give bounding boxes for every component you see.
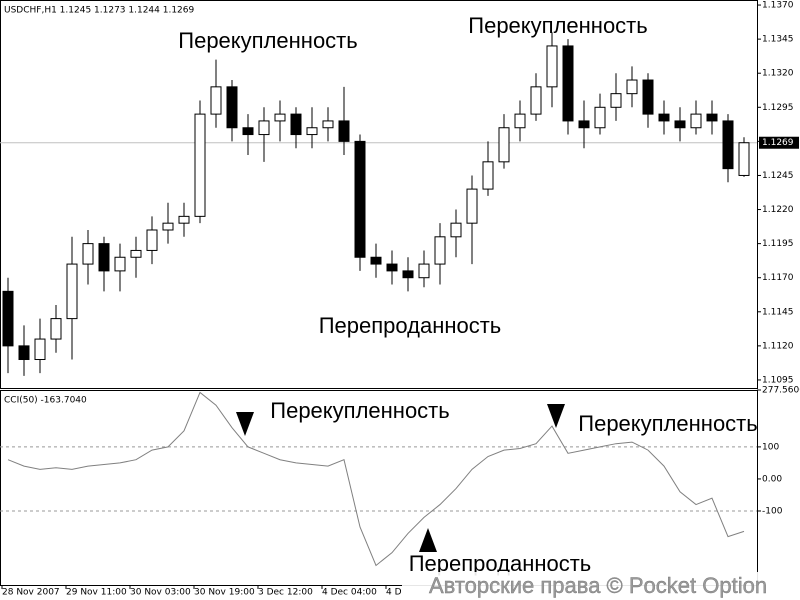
candle-body: [578, 120, 590, 129]
price-panel: [0, 0, 758, 389]
candle-body: [338, 120, 350, 142]
watermark-group: Авторские права © Pocket Option: [402, 572, 800, 600]
x-tick-label: 4 D: [386, 588, 402, 598]
price-header: USDCHF,H1 1.1245 1.1273 1.1244 1.1269: [4, 6, 194, 16]
candle-body: [418, 263, 430, 279]
candle-body: [530, 86, 542, 115]
y-tick-label: 277.5606: [762, 386, 800, 396]
y-tick-label: 1.1370: [762, 1, 794, 11]
y-tick-label: 1.1195: [762, 239, 794, 249]
annotation: Перепроданность: [409, 551, 592, 576]
candle-body: [162, 222, 174, 231]
candle-body: [674, 120, 686, 129]
candle-body: [610, 93, 622, 108]
annotation: Перепроданность: [319, 313, 502, 338]
candle-body: [242, 127, 254, 136]
candle-body: [354, 140, 366, 258]
annotation: Перекупленность: [578, 411, 757, 436]
candle-body: [322, 120, 334, 129]
cci-header: CCI(50) -163.7040: [4, 396, 87, 406]
candle-body: [258, 120, 270, 136]
candle-body: [98, 243, 110, 272]
arrow-down: [236, 412, 254, 436]
y-tick-label: -100: [762, 506, 783, 516]
candle-body: [738, 142, 750, 176]
last-price-box: [759, 136, 799, 149]
x-tick-label: 30 Nov 03:00: [130, 588, 191, 598]
x-tick-label: 30 Nov 19:00: [194, 588, 255, 598]
y-tick-label: 1.1120: [762, 341, 794, 351]
candle-body: [658, 113, 670, 122]
candle-body: [386, 263, 398, 272]
annotation: Перекупленность: [270, 398, 449, 423]
y-tick-label: 1.1295: [762, 103, 794, 113]
x-tick-label: 3 Dec 12:00: [258, 588, 313, 598]
candle-body: [402, 270, 414, 279]
candle-body: [546, 45, 558, 88]
cci-line: [7, 391, 745, 567]
candle-body: [82, 243, 94, 265]
candle-body: [370, 256, 382, 265]
watermark: Авторские права © Pocket Option: [429, 573, 767, 598]
x-tick-label: 29 Nov 11:00: [66, 588, 127, 598]
candle-body: [290, 113, 302, 136]
candle-body: [706, 113, 718, 122]
candle-body: [482, 161, 494, 190]
candle-body: [226, 86, 238, 129]
candle-body: [130, 249, 142, 258]
y-tick-label: 1.1220: [762, 205, 794, 215]
watermark-box: [402, 572, 800, 600]
candle-body: [466, 188, 478, 224]
candle-body: [626, 79, 638, 95]
candle-body: [434, 236, 446, 265]
annotation: Перекупленность: [178, 28, 357, 53]
y-tick-label: 1.1095: [762, 375, 794, 385]
candle-body: [450, 222, 462, 238]
candle-body: [178, 215, 190, 224]
candle-body: [2, 290, 14, 347]
candle-body: [210, 86, 222, 115]
arrow-up: [419, 528, 437, 552]
candle-body: [34, 338, 46, 361]
y-tick-label: 1.1320: [762, 69, 794, 79]
last-price-label: 1.1269: [762, 138, 794, 148]
candle-body: [306, 127, 318, 136]
candle-body: [498, 127, 510, 163]
annotation: Перекупленность: [468, 13, 647, 38]
candle-body: [114, 256, 126, 272]
y-tick-label: 1.1345: [762, 35, 794, 45]
candle-body: [274, 113, 286, 122]
candle-body: [514, 113, 526, 129]
y-tick-label: 100: [762, 442, 779, 452]
arrow-down: [547, 404, 565, 428]
candle-body: [146, 229, 158, 251]
x-tick-label: 28 Nov 2007: [2, 588, 60, 598]
cci-panel: [0, 390, 758, 586]
y-tick-label: 1.1245: [762, 171, 794, 181]
y-tick-label: 1.1145: [762, 307, 794, 317]
candle-body: [66, 263, 78, 320]
candle-body: [194, 113, 206, 217]
candle-body: [594, 106, 606, 129]
candle-body: [642, 79, 654, 115]
y-tick-label: 0.00: [762, 474, 782, 484]
candle-body: [18, 345, 30, 361]
candle-body: [50, 318, 62, 340]
candle-body: [562, 45, 574, 122]
y-tick-label: 1.1170: [762, 273, 794, 283]
candle-body: [722, 120, 734, 170]
x-tick-label: 4 Dec 04:00: [322, 588, 377, 598]
candle-body: [690, 113, 702, 129]
